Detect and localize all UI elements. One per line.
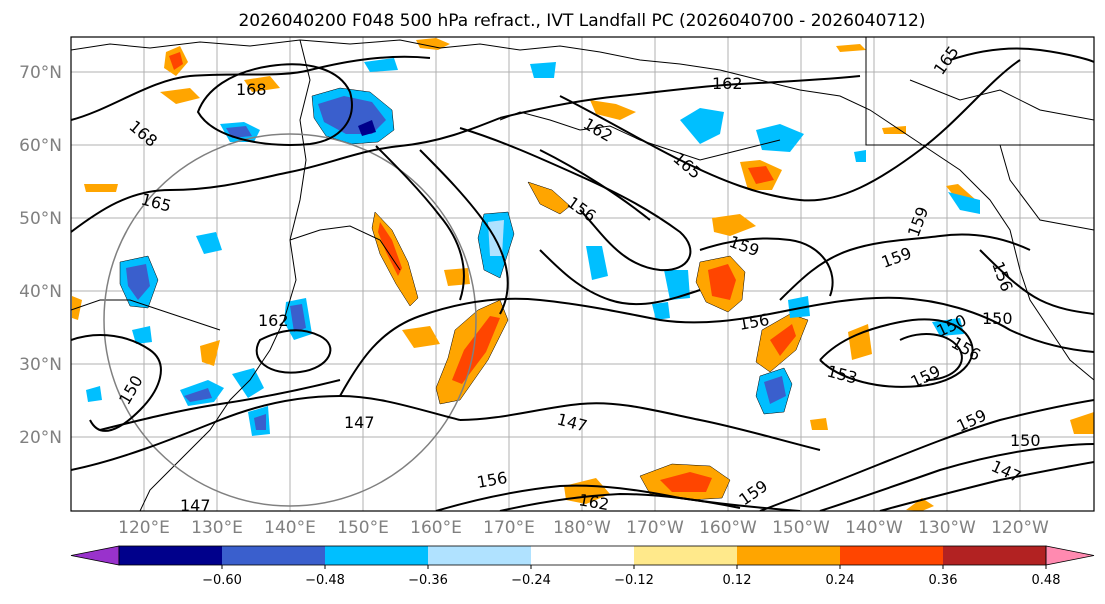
lon-label: 150°W — [772, 518, 830, 538]
map-title: 2026040200 F048 500 hPa refract., IVT La… — [238, 11, 925, 31]
contour-label: 147 — [180, 496, 211, 515]
lat-label: 40°N — [19, 282, 62, 302]
colorbar-tick-label: −0.36 — [408, 573, 448, 588]
lon-label: 160°E — [410, 518, 462, 538]
lon-label: 140°E — [264, 518, 316, 538]
map-frame — [70, 36, 1095, 512]
contour-label: 162 — [258, 311, 289, 330]
lon-label: 170°E — [483, 518, 535, 538]
colorbar-tick-label: 0.12 — [723, 573, 752, 588]
colorbar-tick-label: −0.48 — [305, 573, 345, 588]
lon-label: 140°W — [845, 518, 903, 538]
contour-label: 150 — [1010, 431, 1041, 450]
colorbar-segment — [840, 546, 944, 565]
contour-lines — [71, 47, 1094, 511]
lon-label: 130°W — [918, 518, 976, 538]
longitude-labels: 120°E 130°E 140°E 150°E 160°E 170°E 180°… — [118, 518, 1049, 538]
lat-label: 70°N — [19, 63, 62, 83]
colorbar-segment — [737, 546, 841, 565]
colorbar: −0.60 −0.48 −0.36 −0.24 −0.12 0.12 0.24 0.36 0.4… — [70, 545, 1095, 588]
colorbar-segment — [119, 546, 223, 565]
colorbar-tick-label: −0.24 — [511, 573, 551, 588]
lat-label: 20°N — [19, 428, 62, 448]
colorbar-extend-high — [1045, 545, 1095, 566]
colorbar-segment — [531, 546, 635, 565]
colorbar-extend-low — [70, 545, 120, 566]
contour-label: 168 — [236, 80, 267, 99]
lon-label: 130°E — [191, 518, 243, 538]
colorbar-tick-label: 0.48 — [1032, 573, 1061, 588]
map-panel: 168 162 162 165 156 159 159 159 156 165 … — [70, 36, 1095, 515]
lon-label: 150°E — [337, 518, 389, 538]
shaded-field — [72, 38, 1094, 511]
contour-label: 150 — [982, 309, 1013, 328]
lon-label: 120°E — [118, 518, 170, 538]
colorbar-segment — [943, 546, 1047, 565]
colorbar-tick-label: 0.24 — [826, 573, 855, 588]
distance-circle — [103, 133, 477, 507]
colorbar-outline — [118, 545, 1047, 566]
latitude-labels: 70°N 60°N 50°N 40°N 30°N 20°N — [19, 63, 62, 448]
lon-label: 170°W — [626, 518, 684, 538]
lon-label: 180°W — [553, 518, 611, 538]
colorbar-segment — [634, 546, 738, 565]
lon-label: 160°W — [699, 518, 757, 538]
colorbar-tick-label: 0.36 — [929, 573, 958, 588]
contour-label: 162 — [712, 74, 743, 93]
colorbar-tick-label: −0.12 — [614, 573, 654, 588]
lat-label: 30°N — [19, 355, 62, 375]
colorbar-segment — [325, 546, 429, 565]
colorbar-segment — [222, 546, 326, 565]
colorbar-segment — [428, 546, 532, 565]
colorbar-tick-label: −0.60 — [202, 573, 242, 588]
lat-label: 60°N — [19, 136, 62, 156]
contour-label: 147 — [344, 413, 375, 432]
lat-label: 50°N — [19, 209, 62, 229]
coastlines — [71, 37, 1094, 511]
contour-label: 162 — [577, 490, 610, 514]
lon-label: 120°W — [991, 518, 1049, 538]
